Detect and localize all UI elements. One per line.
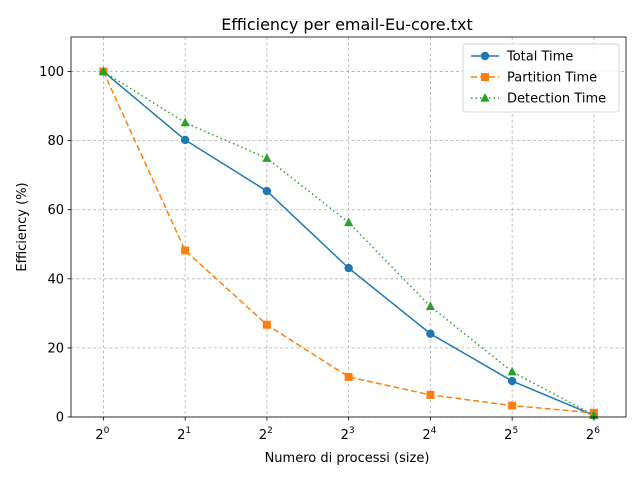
y-tick-label: 60 [47, 203, 64, 218]
legend-label: Detection Time [507, 92, 606, 107]
data-point [262, 320, 271, 329]
data-point [262, 153, 272, 162]
x-tick-label: 20 [95, 426, 109, 443]
data-point [426, 329, 435, 338]
x-tick-label: 24 [422, 426, 436, 443]
data-point [262, 186, 272, 196]
data-point [180, 135, 190, 145]
legend-item: Partition Time [471, 71, 597, 86]
legend: Total Time Partition Time Detection Time [462, 43, 620, 113]
data-point [425, 301, 436, 311]
data-point [344, 372, 353, 381]
data-point [98, 66, 108, 76]
x-tick-label: 22 [259, 426, 273, 443]
x-tick-label: 26 [586, 426, 600, 443]
legend-box [462, 43, 620, 113]
y-tick-label: 20 [47, 341, 64, 356]
y-tick-label: 0 [56, 411, 64, 426]
data-point [344, 217, 354, 227]
data-point [507, 376, 517, 386]
legend-label: Total Time [506, 50, 573, 65]
y-tick-label: 40 [47, 272, 64, 287]
legend-marker [480, 51, 490, 61]
x-tick-label: 25 [504, 426, 518, 443]
legend-marker [480, 93, 490, 102]
x-tick-label: 21 [177, 426, 191, 443]
data-point [344, 263, 353, 273]
legend-item: Detection Time [471, 92, 606, 107]
x-tick-label: 23 [341, 426, 355, 443]
legend-item: Total Time [471, 50, 573, 65]
legend-marker [481, 73, 489, 81]
data-point [508, 401, 517, 410]
chart-title: Efficiency per email-Eu-core.txt [221, 15, 473, 34]
y-axis-label: Efficiency (%) [15, 182, 30, 271]
y-tick-label: 80 [47, 134, 64, 149]
data-point [426, 390, 435, 399]
data-point [507, 366, 517, 376]
x-axis-label: Numero di processi (size) [265, 451, 430, 466]
data-point [181, 246, 190, 255]
data-point [180, 117, 190, 127]
y-tick-label: 100 [39, 65, 64, 80]
legend-label: Partition Time [507, 71, 597, 86]
